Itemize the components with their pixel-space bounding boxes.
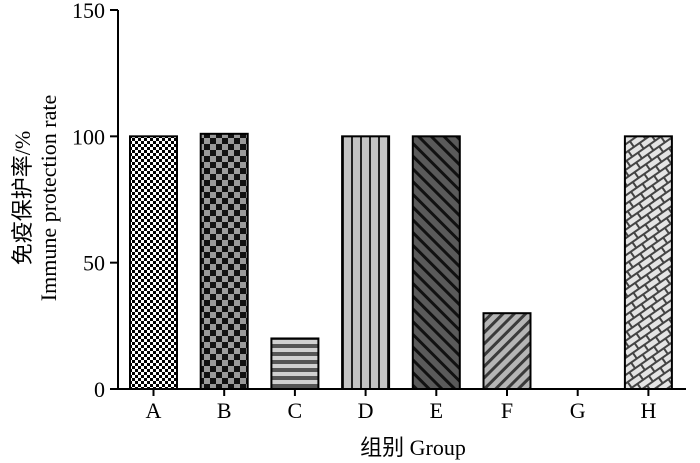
y-axis-title-line1: 免疫保护率/% [10, 131, 35, 265]
y-tick-label: 50 [83, 251, 105, 276]
y-axis-ticks: 0 50 100 150 [72, 0, 118, 402]
x-axis-title: 组别 Group [360, 435, 466, 460]
bar-F [482, 312, 532, 391]
bar-C [270, 337, 320, 391]
x-tick-label-C: C [288, 398, 303, 423]
bar-B [199, 132, 249, 390]
x-axis-ticks: A B C D E F G H [146, 389, 656, 423]
y-axis-title-line2: Immune protection rate [36, 95, 61, 301]
y-tick-label: 0 [94, 377, 105, 402]
y-tick-label: 150 [72, 0, 105, 23]
y-axis-title: 免疫保护率/% Immune protection rate [10, 95, 61, 301]
x-tick-label-F: F [501, 398, 513, 423]
bar-A [129, 135, 178, 390]
bar-D [341, 135, 391, 390]
x-tick-label-D: D [358, 398, 374, 423]
bars-group [129, 132, 673, 391]
x-tick-label-E: E [430, 398, 443, 423]
x-tick-label-H: H [640, 398, 656, 423]
x-tick-label-B: B [217, 398, 232, 423]
bar-H [623, 135, 673, 390]
x-tick-label-G: G [570, 398, 586, 423]
y-tick-label: 100 [72, 124, 105, 149]
x-tick-label-A: A [146, 398, 162, 423]
bar-E [411, 135, 461, 390]
